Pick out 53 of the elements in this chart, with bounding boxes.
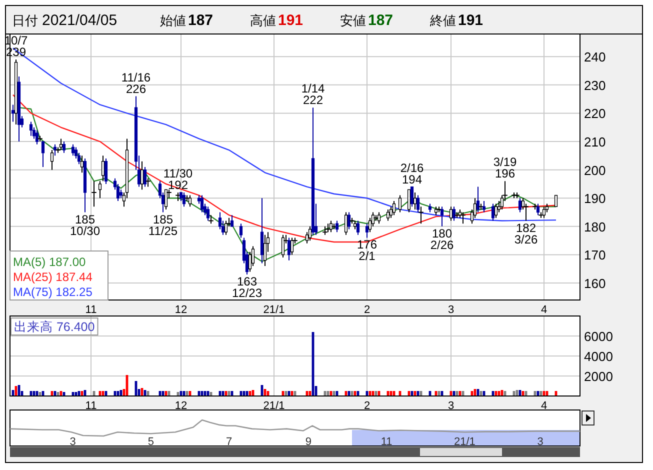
x-tick-label: 11 [85, 400, 97, 412]
y-tick-label: 220 [584, 106, 606, 122]
text: 終値 [429, 13, 456, 28]
x-tick-label: 21/1 [263, 304, 285, 316]
y-tick-label: 210 [584, 134, 606, 150]
y-tick-label: 2000 [584, 369, 613, 384]
x-tick-label: 21/1 [454, 436, 476, 448]
x-tick-label: 12 [174, 304, 188, 316]
annotation: 11/16 226 [121, 70, 151, 96]
annotation: 出来高 76.400 [14, 319, 95, 334]
x-tick-label: 2 [364, 400, 370, 412]
text: 187 [368, 12, 394, 29]
x-tick-label: 3 [70, 436, 76, 448]
x-tick-label: 3 [448, 400, 454, 412]
x-tick-label: 11 [380, 436, 392, 448]
x-tick-label: 4 [540, 400, 548, 412]
y-tick-label: 6000 [584, 329, 613, 344]
y-tick-label: 180 [584, 219, 606, 234]
x-tick-label: 4 [540, 304, 548, 316]
y-tick-label: 160 [584, 276, 606, 292]
annotation: 185 11/25 [148, 212, 178, 238]
x-tick-label: 9 [305, 436, 312, 448]
y-tick-label: 4000 [584, 349, 613, 364]
y-tick-label: 230 [584, 78, 606, 93]
text: 2021/04/05 [42, 12, 118, 29]
text: 安値 [340, 13, 366, 28]
x-tick-label: 2 [364, 304, 370, 316]
x-tick-label: 12 [174, 400, 188, 412]
annotation: 2/16 194 [400, 160, 424, 186]
annotation: 176 2/1 [356, 238, 378, 264]
y-tick-label: 240 [584, 50, 606, 65]
annotation: 3/19 196 [493, 155, 517, 181]
text: 191 [278, 12, 304, 29]
annotation: 185 10/30 [70, 212, 100, 238]
text: 187 [188, 12, 214, 29]
text: 日付 [12, 13, 38, 28]
annotation: 1/14 222 [301, 82, 325, 108]
x-tick-label: 5 [148, 436, 154, 448]
x-tick-label: 7 [226, 436, 232, 448]
text: 191 [458, 12, 484, 29]
text: 高値 [250, 13, 276, 28]
x-tick-label: 11 [85, 304, 97, 316]
y-tick-label: 200 [584, 162, 606, 178]
x-tick-label: 3 [448, 304, 454, 316]
annotation: 182 3/26 [514, 220, 538, 246]
annotation: 180 2/26 [430, 226, 454, 252]
annotation: 163 12/23 [232, 274, 262, 300]
y-tick-label: 170 [584, 248, 606, 263]
x-tick-label: 21/1 [263, 400, 285, 412]
x-tick-label: 3 [537, 436, 544, 448]
y-tick-label: 190 [584, 191, 606, 206]
legend: MA(5) 187.00 MA(25) 187.44 MA(75) 182.25 [10, 250, 108, 300]
text: 始値 [160, 13, 186, 28]
